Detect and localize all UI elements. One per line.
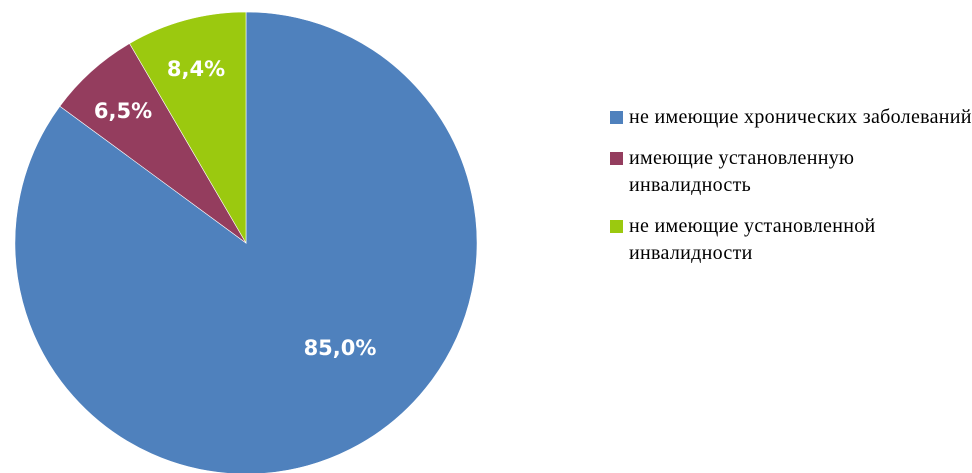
legend-swatch-blue bbox=[610, 111, 623, 124]
legend-label: имеющие установленную инвалидность bbox=[629, 147, 855, 196]
legend-item-established-disability: имеющие установленную инвалидность bbox=[610, 145, 972, 199]
pie-chart: 85,0% 6,5% 8,4% bbox=[14, 11, 478, 473]
chart-legend: не имеющие хронических заболеваний имеющ… bbox=[610, 104, 972, 281]
legend-label: не имеющие установленной инвалидности bbox=[629, 215, 876, 264]
pie-slice-value-label: 6,5% bbox=[94, 99, 152, 123]
legend-label: не имеющие хронических заболеваний bbox=[629, 106, 972, 128]
pie-slices bbox=[14, 11, 478, 473]
pie-slice-value-label: 8,4% bbox=[167, 57, 225, 81]
legend-item-no-chronic-diseases: не имеющие хронических заболеваний bbox=[610, 104, 972, 131]
legend-swatch-maroon bbox=[610, 152, 623, 165]
pie-value-labels: 85,0% 6,5% 8,4% bbox=[94, 57, 377, 360]
pie-slice-no-established-disability bbox=[129, 11, 247, 245]
legend-swatch-green bbox=[610, 220, 623, 233]
legend-item-no-established-disability: не имеющие установленной инвалидности bbox=[610, 213, 972, 267]
pie-slice-value-label: 85,0% bbox=[304, 336, 377, 360]
